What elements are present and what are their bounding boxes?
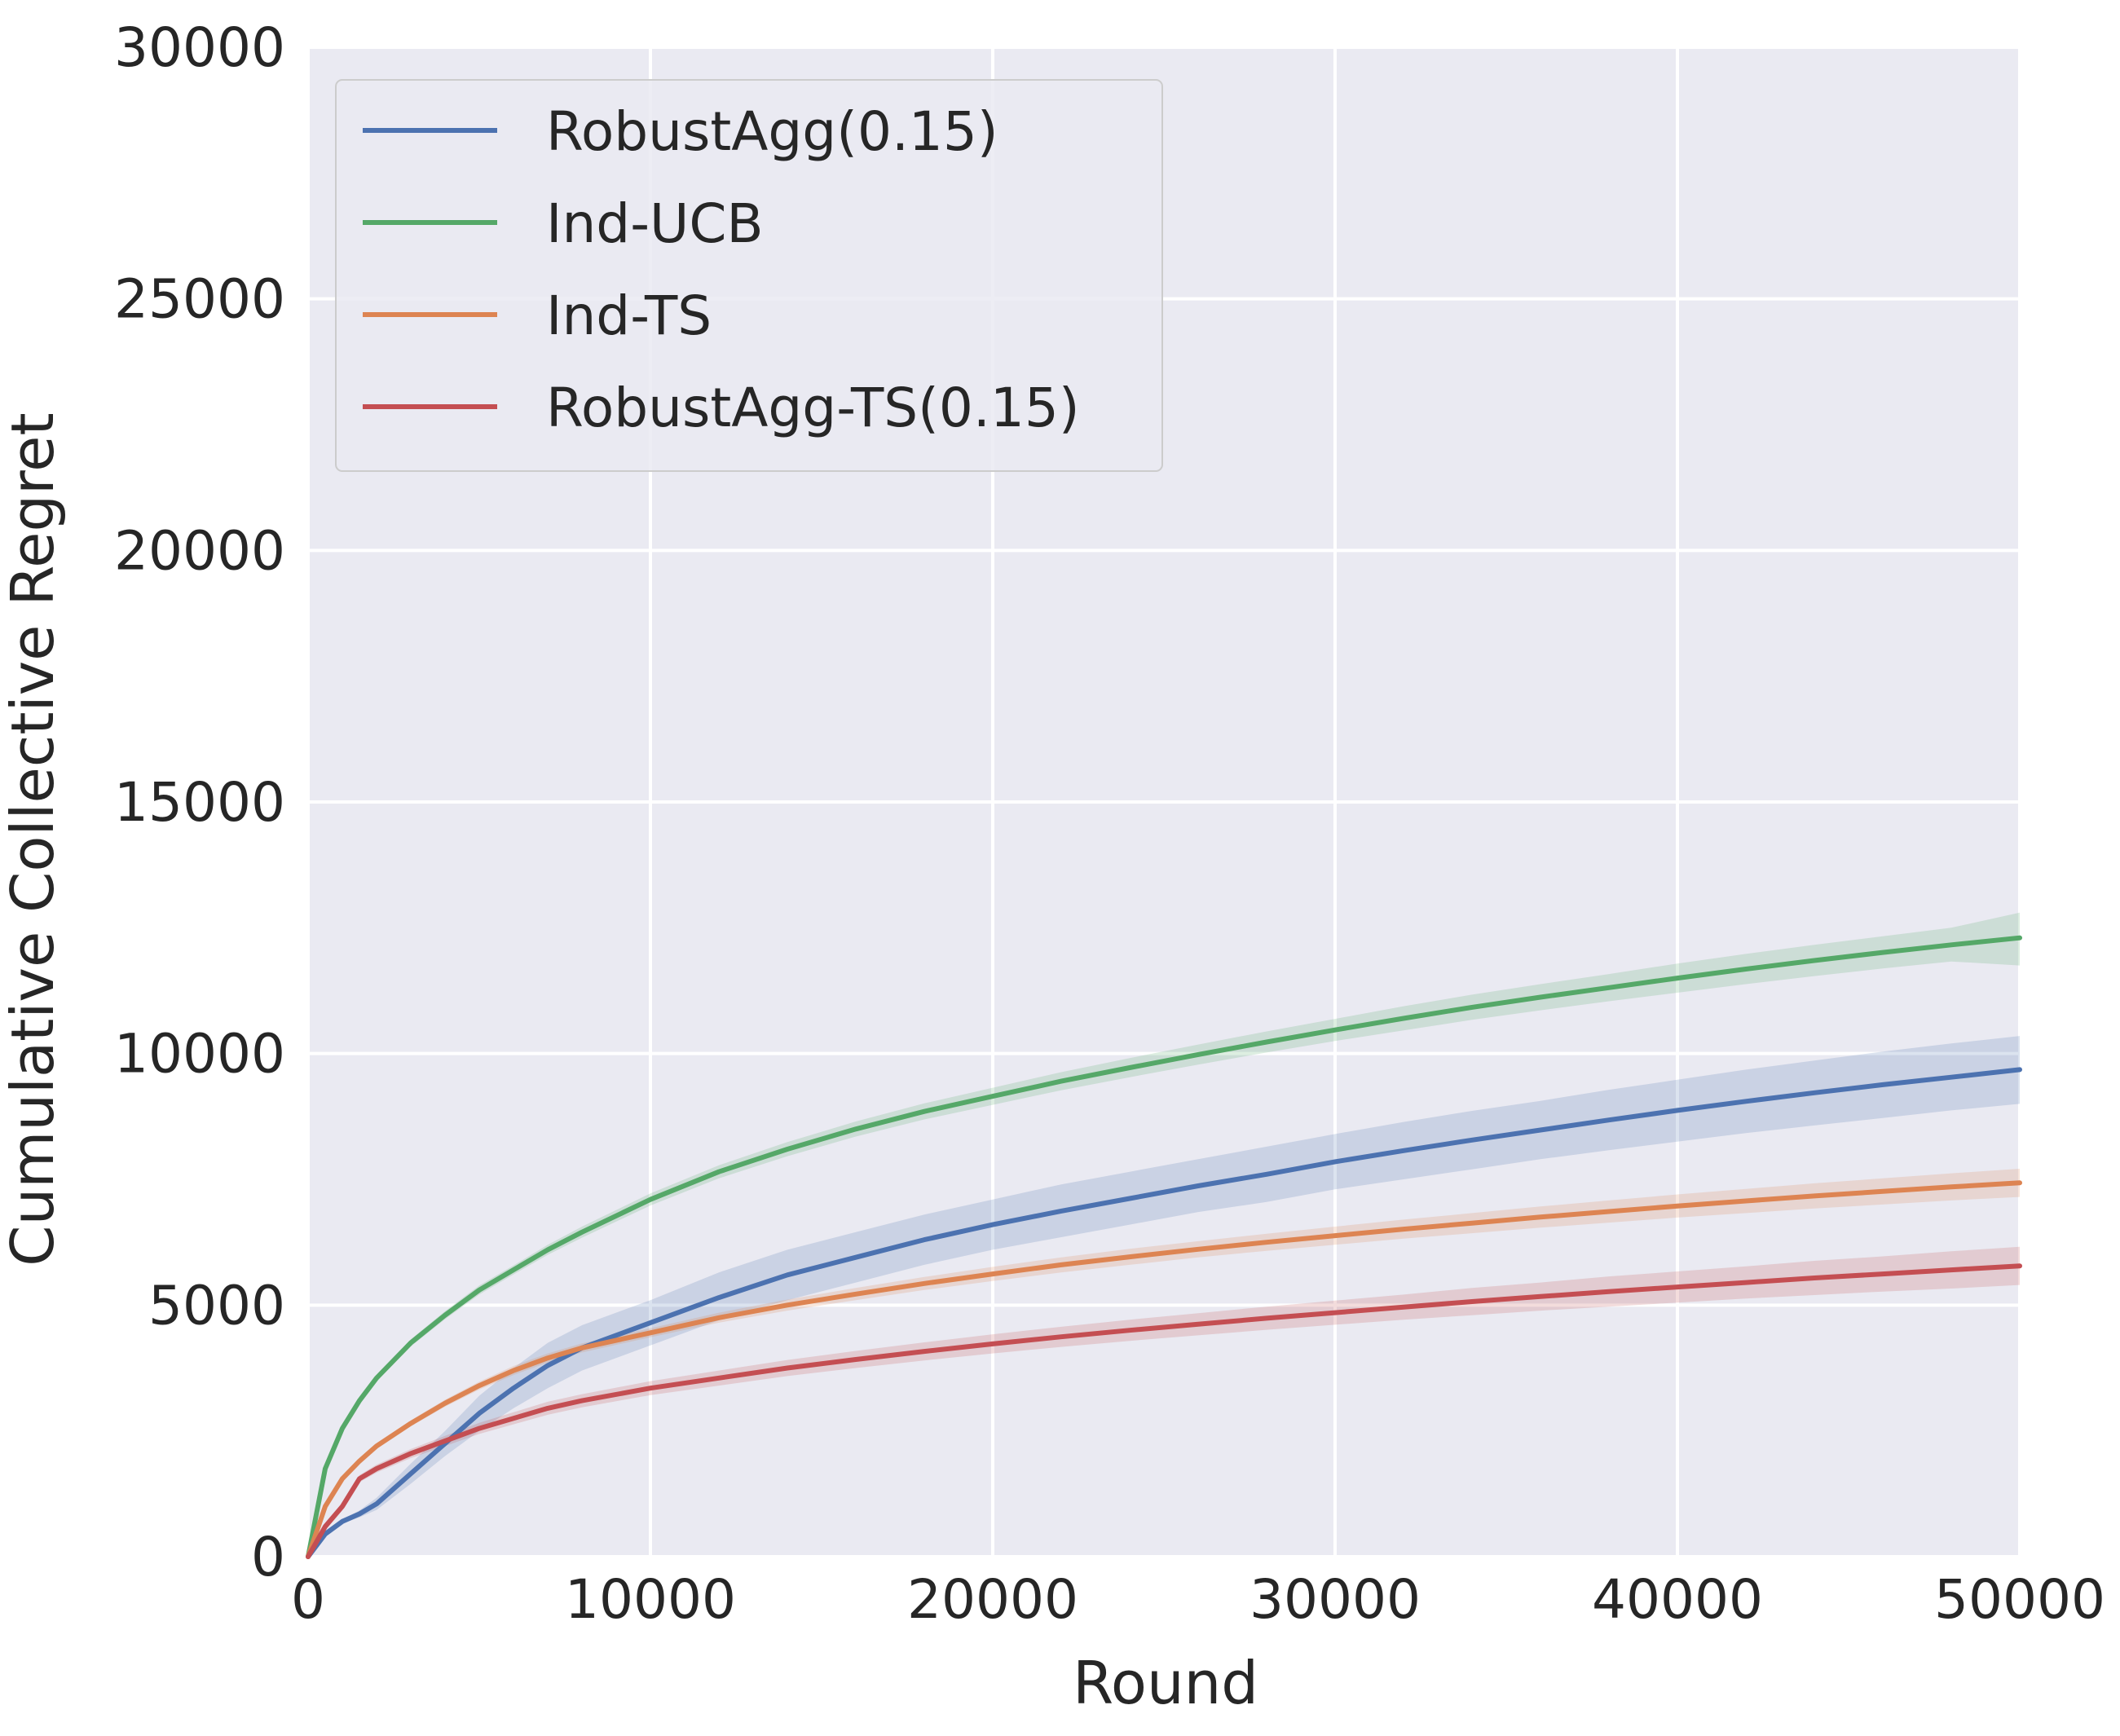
y-tick-label: 15000	[114, 771, 285, 834]
legend: RobustAgg(0.15) Ind-UCB Ind-TS RobustAgg-TS…	[335, 79, 1163, 472]
y-axis-ticks: 0 5000 10000 15000 20000 25000 30000	[114, 16, 285, 1588]
y-tick-label: 30000	[114, 16, 285, 79]
y-tick-label: 20000	[114, 519, 285, 582]
x-axis-ticks: 0 10000 20000 30000 40000 50000	[291, 1568, 2105, 1631]
y-tick-label: 10000	[114, 1023, 285, 1086]
y-axis-label: Cumulative Collective Regret	[0, 412, 67, 1266]
series-lines	[306, 935, 2022, 1559]
legend-label: Ind-UCB	[546, 192, 764, 255]
confidence-band-series-3	[308, 1169, 2020, 1557]
y-tick-label: 5000	[148, 1274, 285, 1337]
x-tick-label: 10000	[565, 1568, 736, 1631]
x-tick-label: 30000	[1250, 1568, 1421, 1631]
legend-label: Ind-TS	[546, 284, 712, 347]
series-line-2	[306, 935, 2022, 1559]
x-tick-label: 20000	[907, 1568, 1078, 1631]
legend-box	[335, 79, 1163, 472]
y-tick-label: 0	[251, 1526, 285, 1588]
legend-label: RobustAgg-TS(0.15)	[546, 377, 1080, 439]
series-line-1	[306, 1067, 2022, 1559]
y-tick-label: 25000	[114, 268, 285, 331]
legend-label: RobustAgg(0.15)	[546, 100, 998, 163]
x-tick-label: 40000	[1592, 1568, 1763, 1631]
x-tick-label: 50000	[1934, 1568, 2105, 1631]
x-axis-label: Round	[1073, 1649, 1258, 1717]
series-line-4	[306, 1263, 2022, 1559]
x-tick-label: 0	[291, 1568, 325, 1631]
series-line-3	[306, 1180, 2022, 1559]
